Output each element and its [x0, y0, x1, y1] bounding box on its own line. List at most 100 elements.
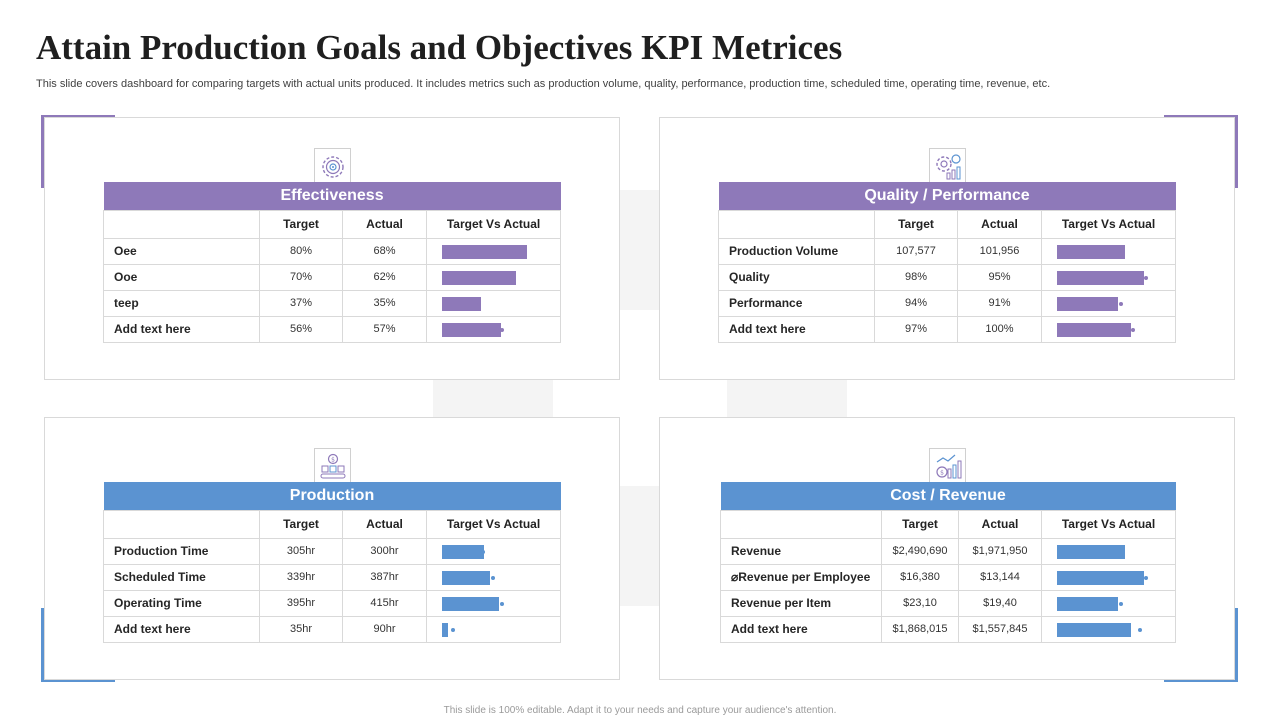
comparison-cell — [1040, 589, 1177, 617]
target-value: 37% — [259, 289, 343, 317]
effectiveness-table: Effectiveness Target Actual Target Vs Ac… — [103, 182, 562, 343]
actual-marker — [1138, 627, 1142, 632]
corner-bracket-top-right-vertical — [1233, 115, 1238, 188]
target-value: 305hr — [259, 537, 343, 565]
row-label: teep — [103, 289, 260, 317]
table-header: Effectiveness — [103, 182, 561, 210]
actual-value: 68% — [342, 237, 427, 265]
actual-marker — [512, 249, 516, 254]
effectiveness-panel: Effectiveness Target Actual Target Vs Ac… — [44, 117, 620, 380]
target-value: $16,380 — [881, 563, 959, 591]
comparison-cell — [1040, 615, 1177, 643]
actual-value: 57% — [342, 315, 427, 343]
actual-marker — [506, 275, 510, 280]
row-label: Add text here — [103, 315, 260, 343]
column-header-target: Target — [874, 209, 958, 239]
quality-performance-panel: Quality / Performance Target Actual Targ… — [659, 117, 1235, 380]
row-label: Operating Time — [103, 589, 260, 617]
comparison-cell — [1040, 537, 1177, 565]
comparison-cell — [426, 615, 561, 643]
row-label: Production Volume — [718, 237, 875, 265]
column-header-target: Target — [259, 509, 343, 539]
comparison-bar — [1057, 622, 1131, 637]
comparison-cell — [425, 315, 562, 343]
row-label: Scheduled Time — [103, 563, 260, 591]
row-label: Add text here — [720, 615, 882, 643]
target-value: $23,10 — [881, 589, 959, 617]
comparison-bar — [1057, 596, 1118, 611]
comparison-bar — [442, 544, 484, 559]
table-row: ⌀Revenue per Employee $16,380 $13,144 — [720, 563, 1177, 591]
gear-target-icon — [314, 148, 351, 185]
comparison-cell — [1040, 289, 1177, 317]
table-row: teep 37% 35% — [103, 289, 562, 317]
comparison-bar — [1057, 570, 1144, 585]
target-value: 80% — [259, 237, 343, 265]
target-value: 107,577 — [874, 237, 958, 265]
row-label: Quality — [718, 263, 875, 291]
row-label: Oee — [103, 237, 260, 265]
column-header-target: Target — [881, 509, 959, 539]
corner-bracket-top-left-vertical — [41, 115, 46, 188]
table-row: Scheduled Time 339hr 387hr — [103, 563, 561, 591]
table-row: Performance 94% 91% — [718, 289, 1177, 317]
comparison-cell — [426, 589, 561, 617]
actual-marker — [500, 601, 504, 606]
corner-bracket-bottom-right-vertical — [1233, 608, 1238, 682]
row-label: Ooe — [103, 263, 260, 291]
actual-value: 35% — [342, 289, 427, 317]
row-label: Performance — [718, 289, 875, 317]
column-header-actual: Actual — [958, 509, 1042, 539]
actual-marker — [477, 301, 481, 306]
column-header-empty — [718, 209, 875, 239]
actual-value: 90hr — [342, 615, 427, 643]
table-row: Add text here $1,868,015 $1,557,845 — [720, 615, 1177, 643]
table-row: Add text here 97% 100% — [718, 315, 1177, 343]
target-value: $1,868,015 — [881, 615, 959, 643]
comparison-cell — [1040, 563, 1177, 591]
comparison-cell — [425, 263, 562, 291]
table-row: Production Volume 107,577 101,956 — [718, 237, 1177, 265]
comparison-cell — [1040, 237, 1177, 265]
row-label: Production Time — [103, 537, 260, 565]
column-header-compare: Target Vs Actual — [425, 209, 562, 239]
revenue-chart-icon: $ — [929, 448, 966, 485]
comparison-bar — [1057, 322, 1131, 337]
row-label: Revenue per Item — [720, 589, 882, 617]
actual-value: $19,40 — [958, 589, 1042, 617]
actual-marker — [1144, 575, 1148, 580]
target-value: 98% — [874, 263, 958, 291]
target-value: 339hr — [259, 563, 343, 591]
column-header-empty — [103, 209, 260, 239]
actual-marker — [1120, 549, 1124, 554]
table-row: Ooe 70% 62% — [103, 263, 562, 291]
column-header-actual: Actual — [342, 509, 427, 539]
background-block — [727, 376, 847, 420]
actual-value: 95% — [957, 263, 1042, 291]
comparison-bar — [442, 622, 448, 637]
page-subtitle: This slide covers dashboard for comparin… — [36, 78, 1051, 90]
comparison-cell — [1040, 263, 1177, 291]
table-row: Add text here 56% 57% — [103, 315, 562, 343]
table-row: Add text here 35hr 90hr — [103, 615, 561, 643]
target-value: 35hr — [259, 615, 343, 643]
svg-text:$: $ — [331, 456, 335, 463]
column-header-compare: Target Vs Actual — [426, 509, 561, 539]
comparison-bar — [1057, 544, 1125, 559]
target-value: 70% — [259, 263, 343, 291]
column-header-actual: Actual — [342, 209, 427, 239]
comparison-bar — [442, 570, 490, 585]
target-value: 56% — [259, 315, 343, 343]
table-row: Production Time 305hr 300hr — [103, 537, 561, 565]
production-table: Production Target Actual Target Vs Actua… — [103, 482, 561, 643]
actual-marker — [500, 327, 504, 332]
table-header: Cost / Revenue — [720, 482, 1176, 510]
actual-marker — [1131, 327, 1135, 332]
comparison-bar — [1057, 296, 1118, 311]
actual-value: $1,971,950 — [958, 537, 1042, 565]
actual-value: 300hr — [342, 537, 427, 565]
actual-value: 101,956 — [957, 237, 1042, 265]
table-row: Operating Time 395hr 415hr — [103, 589, 561, 617]
column-header-target: Target — [259, 209, 343, 239]
comparison-cell — [1040, 315, 1177, 343]
